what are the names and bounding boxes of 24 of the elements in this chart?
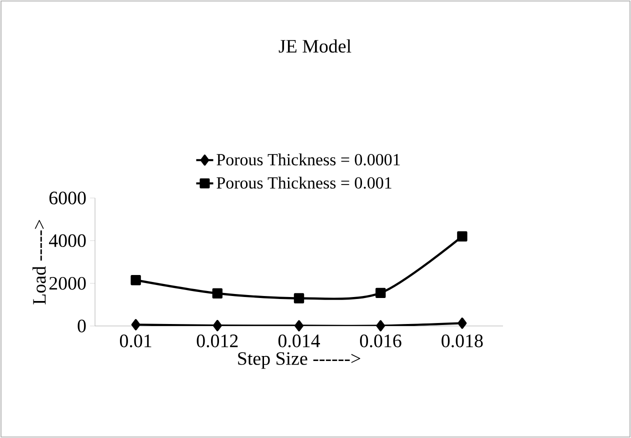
- x-tick-label: 0.018: [442, 334, 483, 348]
- x-tick-label: 0.016: [360, 334, 402, 348]
- point: [294, 293, 304, 304]
- x-tick-label: 0.014: [278, 334, 320, 348]
- legend-label: Porous Thickness = 0.0001: [216, 153, 400, 166]
- y-tick-label: 4000: [49, 234, 86, 248]
- point: [458, 318, 467, 329]
- legend-label: Porous Thickness = 0.001: [216, 176, 392, 189]
- point: [212, 320, 222, 332]
- y-tick-label: 6000: [49, 192, 86, 204]
- point: [131, 319, 140, 330]
- x-axis-title: Step Size ------>: [238, 352, 360, 369]
- point: [130, 275, 141, 286]
- x-tick-label: 0.01: [120, 334, 152, 348]
- chart-title: JE Model: [278, 39, 352, 53]
- point: [457, 231, 468, 242]
- point: [376, 288, 386, 298]
- point: [294, 320, 304, 332]
- y-axis-title: Load ----->: [32, 220, 46, 304]
- point: [212, 288, 223, 298]
- y-tick-label: 0: [78, 320, 86, 332]
- point: [376, 320, 386, 332]
- y-tick-label: 2000: [49, 276, 86, 290]
- x-tick-label: 0.012: [196, 334, 238, 348]
